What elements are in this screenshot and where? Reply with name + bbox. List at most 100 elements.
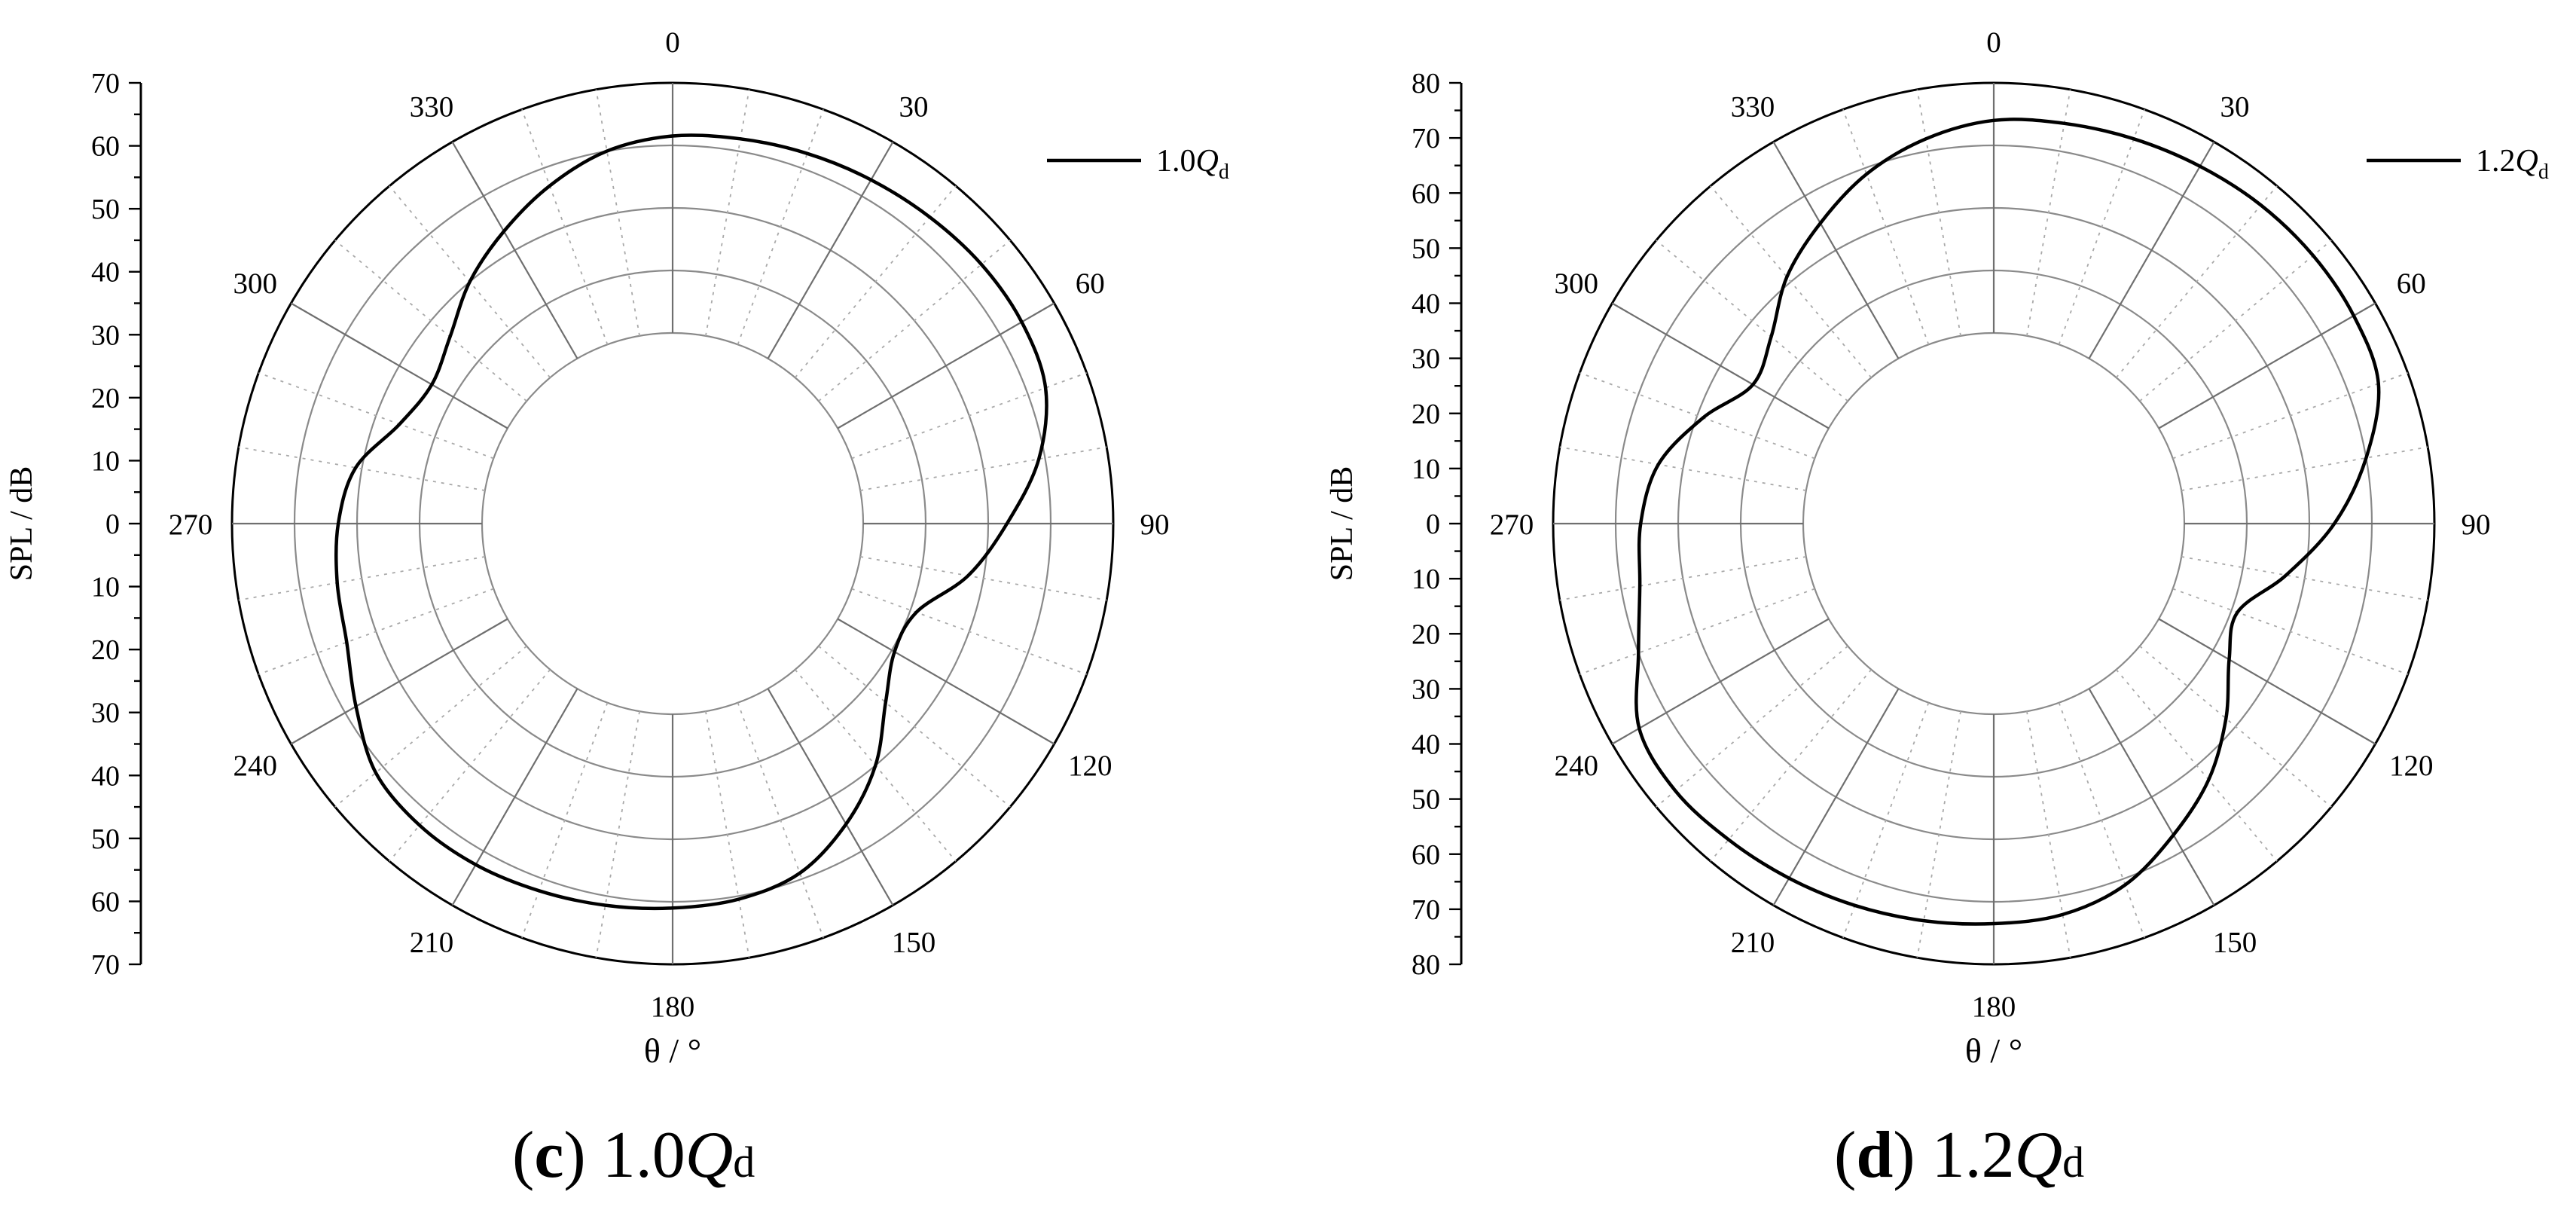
minor-spoke: [2058, 108, 2145, 345]
panel-d-caption-subscript: d: [2062, 1138, 2085, 1187]
angle-tick-label: 270: [1490, 509, 1534, 541]
minor-spoke: [595, 89, 640, 336]
major-spoke: [1611, 302, 1830, 429]
radial-tick-label: 10: [91, 445, 120, 477]
major-spoke: [1611, 618, 1830, 745]
radial-tick-label: 20: [1412, 619, 1440, 650]
minor-spoke: [521, 702, 609, 939]
angle-tick-label: 240: [1554, 750, 1598, 782]
minor-spoke: [2115, 185, 2278, 378]
minor-spoke: [1842, 108, 1930, 345]
radial-tick-label: 10: [1412, 564, 1440, 595]
panel-c-caption: (c) 1.0Qd: [512, 1119, 755, 1192]
radial-tick-label: 60: [91, 131, 120, 163]
minor-spoke: [238, 446, 485, 491]
minor-spoke: [705, 711, 750, 958]
minor-spoke: [2172, 588, 2409, 675]
grid-ring: [418, 269, 927, 778]
minor-spoke: [1579, 372, 1815, 460]
radial-tick-label: 50: [91, 194, 120, 225]
angle-tick-label: 210: [410, 926, 454, 958]
minor-spoke: [1916, 89, 1961, 336]
radial-tick-label: 70: [1412, 123, 1440, 154]
minor-spoke: [794, 185, 957, 378]
minor-spoke: [1656, 240, 1848, 402]
radial-tick-label: 30: [91, 319, 120, 351]
panel-d-caption-symbol: Q: [2014, 1119, 2063, 1192]
minor-spoke: [334, 645, 527, 808]
minor-spoke: [1916, 711, 1961, 958]
angle-tick-label: 180: [1972, 991, 2016, 1023]
major-spoke: [837, 302, 1055, 429]
x-axis-title: θ / °: [1965, 1031, 2022, 1070]
minor-spoke: [2026, 711, 2071, 958]
panel-c-caption-subscript: d: [733, 1138, 755, 1187]
angle-tick-label: 0: [1986, 26, 2001, 59]
minor-spoke: [595, 711, 640, 958]
minor-spoke: [737, 108, 824, 345]
angle-tick-label: 90: [1140, 509, 1170, 541]
minor-spoke: [2172, 372, 2409, 460]
major-spoke: [837, 618, 1055, 745]
angle-tick-label: 150: [892, 926, 936, 958]
panel-d-caption-prefix: 1.2: [1931, 1119, 2015, 1192]
minor-spoke: [737, 702, 824, 939]
minor-spoke: [1710, 669, 1872, 862]
angle-tick-label: 30: [2220, 91, 2250, 124]
radial-tick-label: 0: [105, 509, 120, 540]
legend-label-subscript: d: [1219, 160, 1229, 184]
radial-tick-label: 10: [91, 572, 120, 603]
angle-tick-label: 120: [1068, 750, 1113, 782]
radial-tick-label: 30: [91, 698, 120, 729]
minor-spoke: [705, 89, 750, 336]
grid-ring: [1739, 269, 2248, 778]
radial-tick-label: 60: [1412, 839, 1440, 871]
minor-spoke: [851, 588, 1088, 675]
legend-label-subscript: d: [2538, 160, 2549, 184]
radial-tick-label: 70: [91, 68, 120, 99]
minor-spoke: [1559, 556, 1807, 601]
angle-tick-label: 30: [899, 91, 929, 124]
panel-c-caption-prefix: 1.0: [602, 1119, 685, 1192]
major-spoke: [2158, 302, 2376, 429]
minor-spoke: [860, 446, 1107, 491]
panel-c-caption-letter: c: [534, 1119, 564, 1192]
polar-chart-c: 0306090120150180210240270300330706050403…: [5, 26, 1229, 1070]
major-spoke: [290, 302, 508, 429]
angle-tick-label: 300: [1554, 267, 1598, 300]
minor-spoke: [389, 669, 551, 862]
radial-tick-label: 70: [1412, 894, 1440, 926]
minor-spoke: [258, 372, 494, 460]
radial-tick-label: 20: [1412, 399, 1440, 430]
major-spoke: [290, 618, 508, 745]
minor-spoke: [258, 588, 494, 675]
radial-tick-label: 20: [91, 383, 120, 414]
major-spoke: [451, 688, 578, 906]
minor-spoke: [2139, 240, 2332, 402]
minor-spoke: [2115, 669, 2278, 862]
angle-tick-label: 60: [2397, 267, 2426, 300]
series-line: [1634, 118, 2381, 926]
angle-tick-label: 330: [1731, 91, 1775, 124]
radial-tick-label: 80: [1412, 68, 1440, 99]
radial-tick-label: 60: [91, 886, 120, 918]
radial-tick-label: 0: [1426, 509, 1440, 540]
minor-spoke: [818, 240, 1011, 402]
angle-tick-label: 330: [410, 91, 454, 124]
angle-tick-label: 90: [2462, 509, 2491, 541]
minor-spoke: [1842, 702, 1930, 939]
grid-ring: [481, 331, 865, 716]
radial-tick-label: 40: [91, 257, 120, 289]
angle-tick-label: 120: [2389, 750, 2434, 782]
angle-tick-label: 180: [651, 991, 695, 1023]
panel-d-caption: (d) 1.2Qd: [1834, 1119, 2085, 1192]
angle-tick-label: 270: [169, 509, 213, 541]
angle-tick-label: 300: [233, 267, 277, 300]
radial-tick-label: 40: [1412, 729, 1440, 761]
minor-spoke: [851, 372, 1088, 460]
y-axis-title: SPL / dB: [5, 466, 39, 582]
grid-ring: [1802, 331, 2186, 716]
radial-tick-label: 40: [91, 760, 120, 792]
angle-tick-label: 210: [1731, 926, 1775, 958]
minor-spoke: [2058, 702, 2145, 939]
